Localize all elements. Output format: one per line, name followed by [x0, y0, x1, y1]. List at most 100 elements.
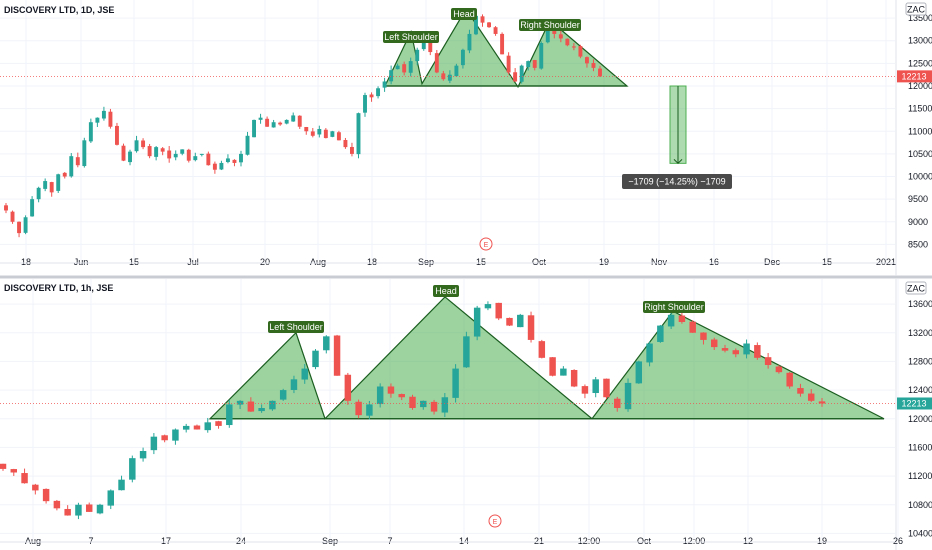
- candle[interactable]: [646, 343, 653, 363]
- candle[interactable]: [193, 425, 201, 430]
- candle[interactable]: [549, 357, 556, 376]
- candle[interactable]: [474, 15, 478, 35]
- candle[interactable]: [678, 315, 686, 322]
- candle[interactable]: [172, 429, 179, 441]
- candle[interactable]: [271, 122, 276, 128]
- candle[interactable]: [154, 147, 159, 157]
- candle[interactable]: [517, 314, 524, 328]
- candle[interactable]: [376, 88, 381, 97]
- candle[interactable]: [0, 463, 7, 469]
- candle[interactable]: [447, 74, 452, 81]
- candle[interactable]: [382, 81, 387, 88]
- candle[interactable]: [225, 158, 230, 163]
- candle[interactable]: [467, 33, 472, 51]
- candle[interactable]: [398, 394, 405, 398]
- candle[interactable]: [527, 315, 535, 340]
- candle[interactable]: [591, 62, 596, 68]
- candle[interactable]: [592, 379, 599, 394]
- candle[interactable]: [376, 386, 384, 405]
- candle[interactable]: [454, 65, 459, 77]
- candle[interactable]: [732, 350, 740, 355]
- candle[interactable]: [258, 408, 265, 412]
- candle[interactable]: [775, 366, 783, 373]
- candle[interactable]: [167, 150, 172, 159]
- candle[interactable]: [558, 34, 563, 39]
- candle[interactable]: [247, 401, 255, 412]
- candle[interactable]: [430, 401, 438, 412]
- candle[interactable]: [226, 404, 233, 426]
- candle[interactable]: [96, 504, 104, 514]
- candle[interactable]: [434, 53, 439, 73]
- candle[interactable]: [23, 217, 28, 233]
- candle[interactable]: [343, 140, 348, 148]
- candle[interactable]: [10, 211, 15, 222]
- candle[interactable]: [495, 302, 502, 319]
- candle[interactable]: [560, 368, 567, 376]
- candle[interactable]: [754, 345, 761, 358]
- candle[interactable]: [49, 182, 54, 193]
- candle[interactable]: [506, 55, 511, 73]
- candle[interactable]: [532, 60, 537, 68]
- candle[interactable]: [571, 46, 576, 48]
- candle[interactable]: [487, 22, 491, 28]
- candle[interactable]: [421, 38, 426, 50]
- candle[interactable]: [635, 361, 643, 384]
- candle[interactable]: [232, 159, 237, 163]
- candle[interactable]: [603, 378, 610, 398]
- candle[interactable]: [539, 43, 544, 69]
- candle[interactable]: [56, 174, 61, 191]
- candle[interactable]: [75, 504, 82, 516]
- candle[interactable]: [279, 390, 287, 400]
- pattern-label-box[interactable]: [433, 285, 459, 297]
- candle[interactable]: [349, 146, 354, 154]
- candle[interactable]: [764, 357, 772, 365]
- candle[interactable]: [389, 70, 394, 82]
- candle[interactable]: [408, 61, 413, 73]
- candle[interactable]: [278, 122, 283, 125]
- candle[interactable]: [452, 368, 459, 398]
- candle[interactable]: [128, 151, 132, 163]
- candle[interactable]: [160, 148, 165, 152]
- candle[interactable]: [818, 401, 826, 404]
- pattern-label-box[interactable]: [519, 19, 581, 31]
- pattern-label-box[interactable]: [268, 321, 324, 333]
- candle[interactable]: [420, 400, 427, 408]
- candle[interactable]: [118, 479, 125, 491]
- candle[interactable]: [290, 379, 298, 390]
- candle[interactable]: [463, 336, 470, 368]
- candle[interactable]: [538, 341, 546, 358]
- candle[interactable]: [30, 199, 35, 217]
- candle[interactable]: [312, 350, 319, 368]
- candle[interactable]: [797, 388, 804, 394]
- candle[interactable]: [284, 119, 289, 124]
- candle[interactable]: [265, 118, 270, 127]
- candle[interactable]: [323, 336, 330, 351]
- candle[interactable]: [252, 119, 257, 138]
- candle[interactable]: [139, 451, 147, 459]
- candle[interactable]: [428, 38, 433, 53]
- candle[interactable]: [115, 125, 119, 145]
- candle[interactable]: [395, 65, 400, 70]
- candle[interactable]: [570, 369, 578, 387]
- candle[interactable]: [480, 16, 485, 23]
- candle[interactable]: [624, 382, 632, 410]
- candle[interactable]: [355, 401, 362, 416]
- currency-badge[interactable]: [905, 281, 927, 295]
- candle[interactable]: [17, 221, 22, 234]
- candle[interactable]: [141, 140, 146, 148]
- candle[interactable]: [366, 404, 373, 416]
- candle[interactable]: [245, 135, 250, 155]
- candle[interactable]: [147, 146, 152, 157]
- candle[interactable]: [484, 304, 492, 309]
- candle[interactable]: [387, 386, 395, 394]
- candle[interactable]: [53, 500, 61, 509]
- candle[interactable]: [493, 27, 498, 34]
- candle[interactable]: [107, 490, 114, 506]
- candle[interactable]: [64, 508, 71, 516]
- pattern-label-box[interactable]: [643, 301, 705, 313]
- candle[interactable]: [150, 436, 158, 451]
- candle[interactable]: [667, 314, 675, 327]
- candle[interactable]: [297, 115, 302, 127]
- candle[interactable]: [239, 153, 243, 163]
- candle[interactable]: [219, 162, 224, 170]
